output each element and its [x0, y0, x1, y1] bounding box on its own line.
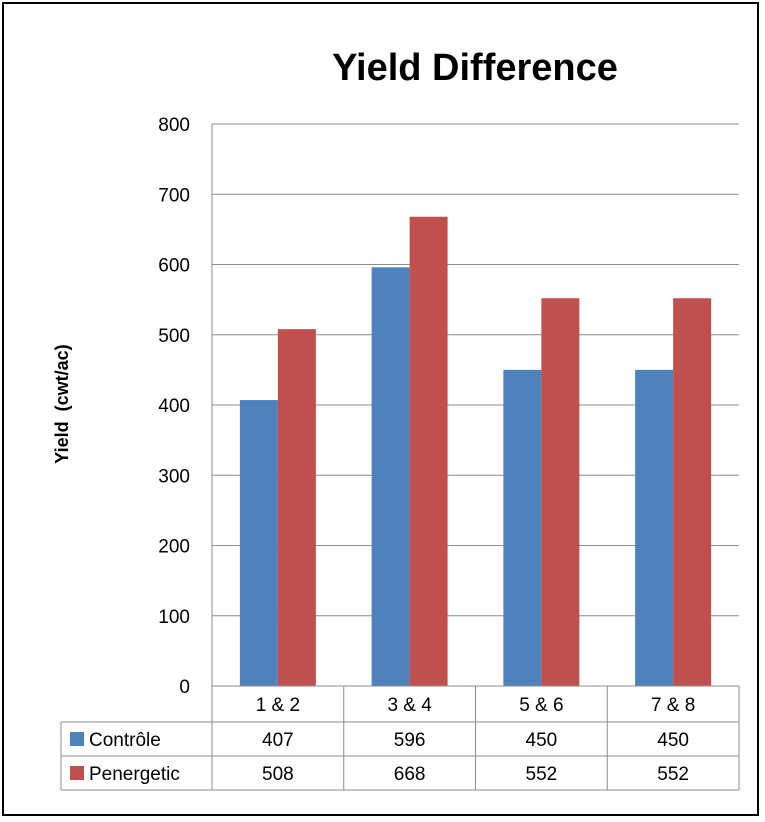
x-tick-label: 7 & 8	[651, 695, 695, 716]
legend-swatch	[70, 732, 84, 746]
y-tick-label: 500	[158, 326, 190, 347]
y-tick-label: 400	[158, 396, 190, 417]
x-tick-label: 5 & 6	[519, 695, 563, 716]
x-tick-label: 3 & 4	[387, 695, 432, 716]
bar-penergetic	[409, 216, 448, 687]
legend-label: Penergetic	[89, 764, 180, 785]
bar-penergetic	[673, 298, 712, 686]
y-tick-labels: 0 100 200 300 400 500 600 700 800	[158, 115, 190, 698]
data-table: 1 & 2 3 & 4 5 & 6 7 & 8 Contrôle 407 596 450 450…	[60, 685, 740, 791]
y-axis-label: Yield (cwt/ac)	[52, 344, 72, 463]
y-tick-label: 0	[179, 677, 190, 698]
bar-penergetic	[541, 298, 580, 686]
y-tick-label: 300	[158, 466, 190, 487]
bar-chart: Yield Difference Yield (cwt/ac) 0 100 200 3…	[52, 47, 740, 791]
data-label: 508	[262, 764, 294, 785]
chart-frame: Yield Difference Yield (cwt/ac) 0 100 200 3…	[2, 2, 759, 816]
data-label: 450	[657, 730, 689, 751]
chart-title: Yield Difference	[332, 47, 618, 89]
data-label: 668	[394, 764, 426, 785]
bar-controle	[635, 369, 674, 686]
data-label: 407	[262, 730, 294, 751]
y-tick-label: 800	[158, 115, 190, 136]
bars	[239, 216, 712, 687]
legend-label: Contrôle	[89, 730, 161, 751]
bar-controle	[239, 400, 278, 686]
data-label: 596	[394, 730, 426, 751]
data-label: 552	[657, 764, 689, 785]
y-tick-label: 100	[158, 607, 190, 628]
bar-controle	[503, 369, 542, 686]
data-label: 552	[526, 764, 558, 785]
legend-swatch	[70, 766, 84, 780]
data-label: 450	[526, 730, 558, 751]
y-tick-label: 200	[158, 537, 190, 558]
bar-controle	[371, 267, 410, 686]
y-tick-label: 700	[158, 185, 190, 206]
y-tick-label: 600	[158, 256, 190, 277]
bar-penergetic	[277, 329, 316, 686]
x-tick-label: 1 & 2	[256, 695, 300, 716]
